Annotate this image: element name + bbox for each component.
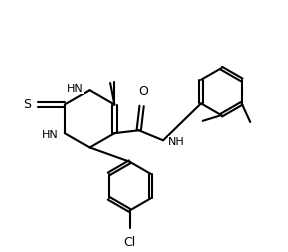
Text: S: S bbox=[23, 98, 31, 111]
Text: O: O bbox=[138, 85, 148, 98]
Text: Cl: Cl bbox=[124, 236, 136, 249]
Text: HN: HN bbox=[67, 84, 83, 94]
Text: HN: HN bbox=[42, 130, 58, 140]
Text: NH: NH bbox=[168, 137, 185, 147]
